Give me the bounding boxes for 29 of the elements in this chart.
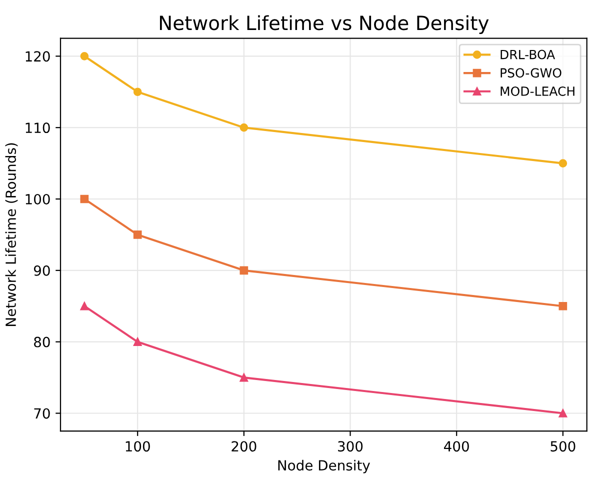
point [558, 302, 568, 310]
y-tick-label: 100 [26, 194, 50, 204]
point [558, 409, 568, 418]
y-tick-label: 90 [34, 265, 50, 276]
point [80, 194, 89, 204]
legend-label: DRL-BOA [500, 50, 556, 60]
legend-label: MOD-LEACH [500, 86, 574, 96]
point [133, 230, 142, 239]
x-tick-label: 400 [444, 441, 469, 452]
y-tick-label: 110 [26, 122, 50, 134]
y-axis-title: Network Lifetime (Rounds) [5, 143, 18, 326]
point [80, 52, 89, 60]
point [558, 159, 568, 168]
x-tick-label: 200 [232, 441, 256, 452]
y-tick-label: 70 [34, 408, 50, 419]
y-tick-label: 80 [34, 336, 50, 348]
point [240, 266, 248, 275]
x-tick-label: 300 [338, 441, 363, 452]
chart-title: Network Lifetime vs Node Density [160, 15, 489, 34]
x-axis-title: Node Density [278, 460, 370, 474]
legend-label: PSO-GWO [500, 68, 562, 78]
point [240, 123, 248, 132]
point [133, 88, 142, 96]
point [240, 373, 248, 382]
x-tick-label: 500 [550, 441, 576, 452]
point [133, 338, 142, 346]
x-tick-label: 100 [126, 441, 150, 452]
y-tick-label: 120 [26, 51, 50, 62]
point [80, 302, 89, 310]
